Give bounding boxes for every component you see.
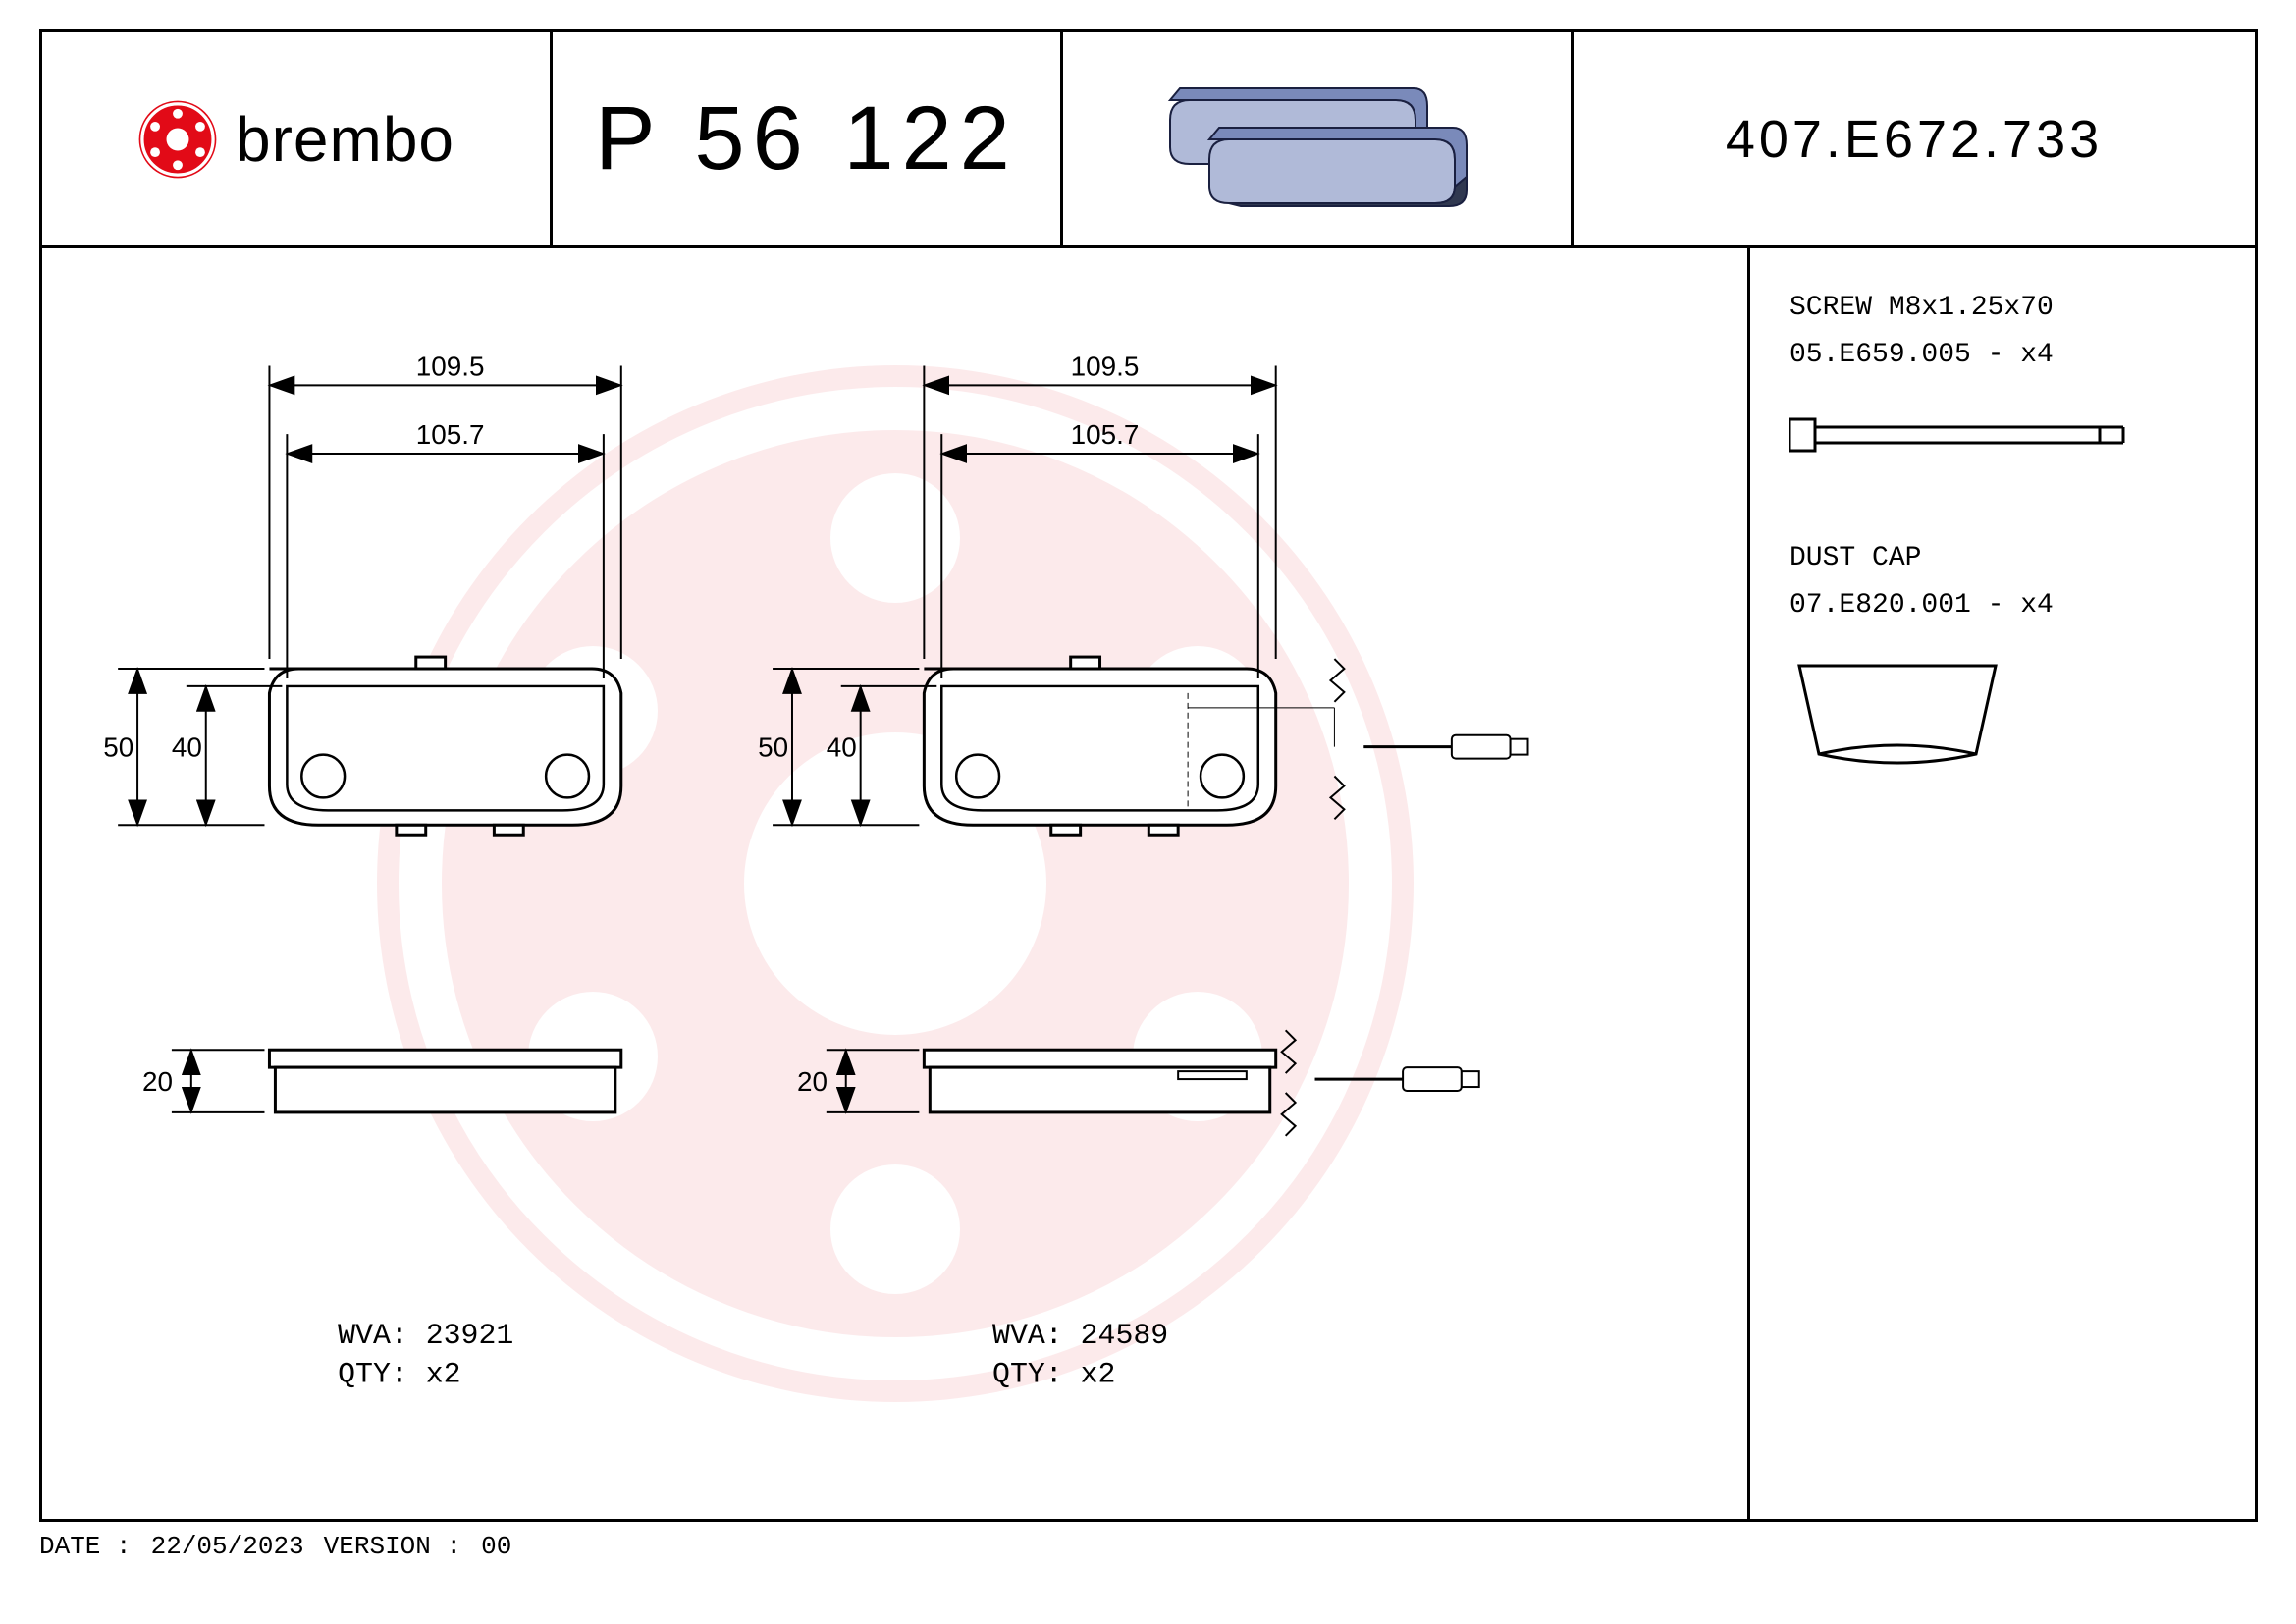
- wva-left-label: WVA: 23921: [338, 1319, 513, 1352]
- pad-left-front: [269, 657, 620, 835]
- technical-drawing: 109.5 105.7 50 40: [42, 248, 1747, 1519]
- dim-left-w1: 109.5: [416, 351, 485, 381]
- accessories-panel: SCREW M8x1.25x70 05.E659.005 - x4 DUST C…: [1750, 248, 2255, 1519]
- dim-left-t: 20: [142, 1066, 173, 1097]
- drawing-area: 109.5 105.7 50 40: [42, 248, 1750, 1519]
- wva-right-label: WVA: 24589: [992, 1319, 1168, 1352]
- footer-version-label: VERSION :: [324, 1532, 461, 1561]
- render-cell: [1063, 32, 1574, 245]
- screw-block: SCREW M8x1.25x70 05.E659.005 - x4: [1789, 288, 2216, 479]
- dim-right-w1: 109.5: [1071, 351, 1140, 381]
- part-number: P 56 122: [595, 87, 1018, 190]
- pad-right-side: [924, 1050, 1275, 1112]
- screw-ref: 05.E659.005 - x4: [1789, 335, 2216, 376]
- pad-left-side: [269, 1050, 620, 1112]
- pad-3d-render: [1131, 61, 1504, 218]
- dim-right-t: 20: [797, 1066, 828, 1097]
- pad-right-front: [924, 657, 1334, 835]
- pad-right-side-sensor: [1282, 1030, 1479, 1136]
- qty-left-label: QTY: x2: [338, 1358, 460, 1391]
- screw-title: SCREW M8x1.25x70: [1789, 288, 2216, 329]
- footer-date: 22/05/2023: [151, 1532, 304, 1561]
- header-row: brembo P 56 122 407.E672.7: [42, 32, 2255, 248]
- part-number-cell: P 56 122: [553, 32, 1063, 245]
- pad-left-side-dim: [172, 1050, 265, 1112]
- screw-icon: [1789, 406, 2143, 464]
- drawing-sheet: brembo P 56 122 407.E672.7: [39, 29, 2258, 1522]
- dim-right-h2: 40: [827, 732, 857, 763]
- logo-cell: brembo: [42, 32, 553, 245]
- dustcap-title: DUST CAP: [1789, 538, 2216, 579]
- pad-left-dims-h: [269, 365, 620, 678]
- body-row: 109.5 105.7 50 40: [42, 248, 2255, 1519]
- dustcap-block: DUST CAP 07.E820.001 - x4: [1789, 538, 2216, 788]
- dim-left-h1: 50: [103, 732, 133, 763]
- pad-right-dims-h: [924, 365, 1275, 678]
- pad-right-sensor: [1330, 659, 1527, 819]
- brand-logo: brembo: [137, 99, 454, 180]
- pad-right-side-dim: [827, 1050, 920, 1112]
- dim-right-h1: 50: [758, 732, 788, 763]
- dustcap-ref: 07.E820.001 - x4: [1789, 585, 2216, 626]
- dim-left-w2: 105.7: [416, 419, 485, 450]
- dim-left-h2: 40: [172, 732, 202, 763]
- footer-date-label: DATE :: [39, 1532, 132, 1561]
- brand-text: brembo: [236, 103, 454, 176]
- dustcap-icon: [1789, 656, 2005, 774]
- qty-right-label: QTY: x2: [992, 1358, 1115, 1391]
- footer: DATE : 22/05/2023 VERSION : 00: [39, 1532, 511, 1561]
- reference-number: 407.E672.733: [1726, 109, 2103, 170]
- footer-version: 00: [481, 1532, 511, 1561]
- dim-right-w2: 105.7: [1071, 419, 1140, 450]
- reference-cell: 407.E672.733: [1574, 32, 2255, 245]
- brembo-icon: [137, 99, 218, 180]
